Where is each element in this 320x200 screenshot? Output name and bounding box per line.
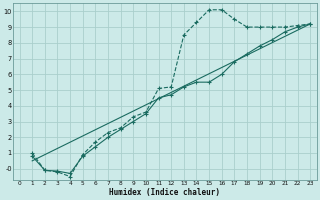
X-axis label: Humidex (Indice chaleur): Humidex (Indice chaleur) xyxy=(109,188,220,197)
